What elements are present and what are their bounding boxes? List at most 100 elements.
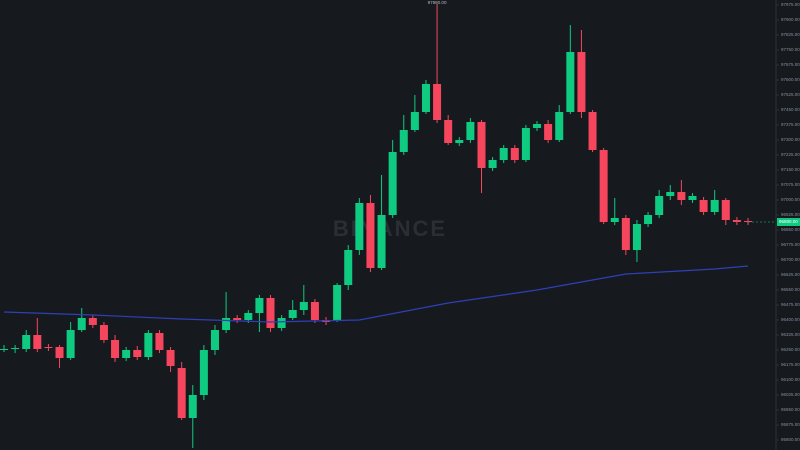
y-tick-label: 96625.00 [781, 272, 800, 277]
y-tick-label: 97075.00 [781, 182, 800, 187]
candle-body [133, 350, 142, 357]
candle-body [744, 221, 752, 222]
candle-body [477, 122, 486, 168]
candle-body [710, 200, 719, 212]
candle-body [77, 318, 86, 330]
candle-body [488, 160, 497, 168]
candle-body [33, 335, 42, 349]
candle-body [366, 203, 375, 268]
last-price-box [777, 218, 800, 226]
candle-body [388, 152, 397, 215]
candle-body [632, 224, 641, 250]
candle-body [233, 318, 242, 320]
candle-body [577, 52, 586, 112]
candle-body [499, 148, 508, 160]
candle-body [177, 368, 186, 418]
y-tick-label: 96925.00 [781, 212, 800, 217]
y-tick-label: 96550.00 [781, 287, 800, 292]
candle-body [455, 140, 464, 143]
high-annotation: 97980.00 [428, 0, 447, 5]
y-tick-label: 97300.00 [781, 137, 800, 142]
y-tick-label: 97675.00 [781, 62, 800, 67]
candle-body [610, 218, 619, 222]
candle-body [99, 325, 108, 340]
candle-body [688, 196, 697, 200]
candle-body [655, 196, 664, 215]
candle-body [155, 333, 164, 350]
candle-body [255, 298, 264, 313]
y-tick-label: 97975.00 [781, 2, 800, 7]
candle-body [355, 203, 364, 250]
candle-body [699, 200, 708, 212]
candle-body [566, 52, 575, 112]
candle-body [277, 318, 286, 328]
candle-body [244, 313, 253, 320]
candle-body [310, 302, 319, 320]
candle-body [44, 347, 53, 348]
candle-body [544, 124, 553, 140]
candle-body [533, 124, 542, 128]
y-tick-label: 95950.00 [781, 407, 800, 412]
candle-body [111, 340, 120, 358]
candle-body [266, 298, 275, 328]
candle-body [88, 318, 97, 325]
candle-body [410, 112, 419, 130]
candle-body [122, 350, 131, 358]
candle-body [521, 128, 530, 160]
moving-average [3, 265, 749, 323]
candle-body [399, 130, 408, 152]
candle-body [421, 84, 430, 112]
y-tick-label: 96025.00 [781, 392, 800, 397]
candle-body [188, 395, 197, 418]
candle-body [166, 350, 175, 366]
y-tick-label: 96175.00 [781, 362, 800, 367]
candle-body [433, 84, 442, 120]
y-tick-label: 97825.00 [781, 32, 800, 37]
candle-body [22, 335, 31, 349]
candle-body [299, 302, 308, 310]
candle-body [377, 215, 386, 268]
candle-body [677, 192, 686, 200]
y-tick-label: 95800.00 [781, 437, 800, 442]
y-tick-label: 97750.00 [781, 47, 800, 52]
y-tick-label: 96100.00 [781, 377, 800, 382]
last-price-label: 96890.00 [779, 219, 798, 224]
candle-body [444, 120, 453, 143]
y-tick-label: 96775.00 [781, 242, 800, 247]
y-tick-label: 96475.00 [781, 302, 800, 307]
candle-body [466, 122, 475, 140]
candle-body [666, 192, 675, 196]
candle-body [588, 112, 597, 150]
y-tick-label: 95875.00 [781, 422, 800, 427]
candle-body [333, 285, 342, 320]
candle-body [288, 310, 297, 318]
y-tick-label: 97450.00 [781, 107, 800, 112]
y-tick-label: 96250.00 [781, 347, 800, 352]
candle-body [732, 220, 741, 222]
y-tick-label: 96325.00 [781, 332, 800, 337]
candle-body [144, 333, 153, 357]
candle-body [344, 250, 353, 285]
y-tick-label: 97150.00 [781, 167, 800, 172]
y-tick-label: 97000.00 [781, 197, 800, 202]
candle-body [721, 200, 730, 220]
candle-body [644, 215, 653, 224]
y-tick-label: 97900.00 [781, 17, 800, 22]
y-tick-label: 96400.00 [781, 317, 800, 322]
y-tick-label: 97375.00 [781, 122, 800, 127]
y-tick-label: 96700.00 [781, 257, 800, 262]
y-tick-label: 97600.00 [781, 77, 800, 82]
candle-body [199, 350, 208, 395]
candle-body [11, 348, 20, 349]
candle-body [66, 330, 75, 358]
candle-body [55, 347, 64, 358]
y-tick-label: 97225.00 [781, 152, 800, 157]
watermark: BINANCE [333, 216, 447, 241]
y-tick-label: 96850.00 [781, 227, 800, 232]
candle-body [222, 318, 231, 330]
candle-body [0, 349, 8, 350]
candle-body [210, 330, 219, 350]
